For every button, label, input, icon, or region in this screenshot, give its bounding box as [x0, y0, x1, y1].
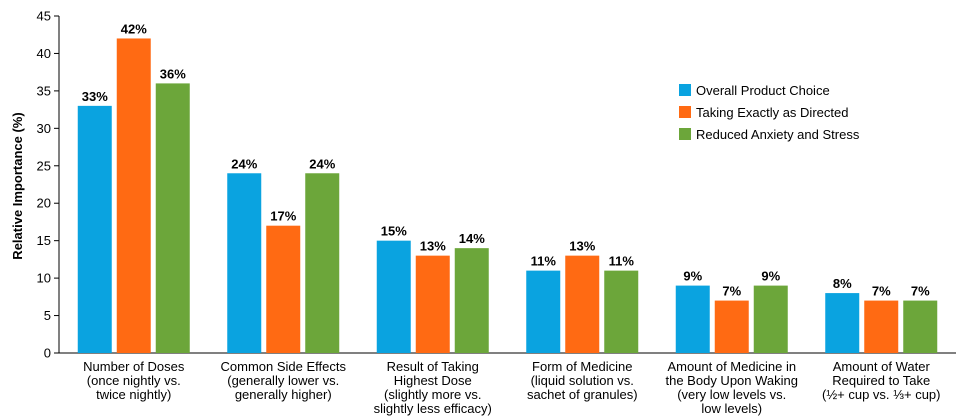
data-label: 9% — [761, 269, 780, 284]
data-label: 13% — [569, 239, 595, 254]
y-tick-label: 15 — [37, 233, 51, 248]
bar — [376, 240, 411, 353]
legend-swatch — [679, 106, 691, 118]
y-tick-label: 5 — [44, 308, 51, 323]
data-label: 36% — [160, 66, 186, 81]
bar — [415, 255, 450, 353]
legend-label: Reduced Anxiety and Stress — [696, 127, 860, 142]
category-label: Number of Doses (once nightly vs. twice ni… — [83, 359, 185, 402]
data-label: 11% — [609, 254, 635, 269]
bar — [675, 285, 710, 353]
data-label: 14% — [459, 231, 485, 246]
y-tick-label: 10 — [37, 271, 51, 286]
data-label: 7% — [872, 284, 891, 299]
bar — [753, 285, 788, 353]
bar — [454, 248, 489, 353]
y-tick-label: 20 — [37, 196, 51, 211]
bar — [305, 173, 340, 353]
legend-label: Overall Product Choice — [696, 83, 830, 98]
y-tick-label: 35 — [37, 83, 51, 98]
y-tick-label: 25 — [37, 158, 51, 173]
y-axis-label: Relative Importance (%) — [10, 112, 25, 259]
bar — [77, 105, 112, 353]
category-label: Amount of Medicine in the Body Upon Wakin… — [666, 359, 798, 416]
bar — [714, 300, 749, 353]
y-tick-label: 45 — [37, 9, 51, 24]
legend-swatch — [679, 84, 691, 96]
data-label: 7% — [911, 284, 930, 299]
data-labels: 33% 42% 36% 24% 17% 24% 15% 13% 14% 11% 13% 11% 9% 7%… — [82, 21, 930, 298]
data-label: 9% — [683, 269, 702, 284]
legend: Overall Product Choice Taking Exactly as … — [679, 83, 860, 142]
data-label: 17% — [270, 209, 296, 224]
data-label: 13% — [420, 239, 446, 254]
bars — [77, 38, 938, 354]
bar — [565, 255, 600, 353]
category-label: Result of Taking Highest Dose (slightly mo… — [374, 359, 492, 416]
bar — [155, 83, 190, 354]
legend-label: Taking Exactly as Directed — [696, 105, 848, 120]
y-tick-label: 30 — [37, 121, 51, 136]
data-label: 42% — [121, 21, 147, 36]
data-label: 24% — [309, 156, 335, 171]
category-label: Amount of Water Required to Take (½+ cup v… — [822, 359, 941, 402]
bar — [903, 300, 938, 353]
data-label: 24% — [231, 156, 257, 171]
data-label: 11% — [531, 254, 557, 269]
data-label: 15% — [381, 224, 407, 239]
bar — [116, 38, 151, 353]
bar — [604, 270, 639, 353]
bar — [526, 270, 561, 353]
category-label: Form of Medicine (liquid solution vs. sach… — [527, 359, 638, 402]
category-label: Common Side Effects (generally lower vs. g… — [221, 359, 347, 402]
data-label: 7% — [722, 284, 741, 299]
axes: 0 5 10 15 20 25 30 35 40 45 — [37, 9, 956, 361]
bar — [825, 293, 860, 353]
category-labels: Number of Doses (once nightly vs. twice ni… — [83, 359, 940, 416]
y-tick-label: 0 — [44, 346, 51, 361]
y-tick-label: 40 — [37, 46, 51, 61]
data-label: 33% — [82, 89, 108, 104]
legend-swatch — [679, 128, 691, 140]
data-label: 8% — [833, 276, 852, 291]
bar — [227, 173, 262, 353]
bar — [864, 300, 899, 353]
bar — [266, 225, 301, 353]
